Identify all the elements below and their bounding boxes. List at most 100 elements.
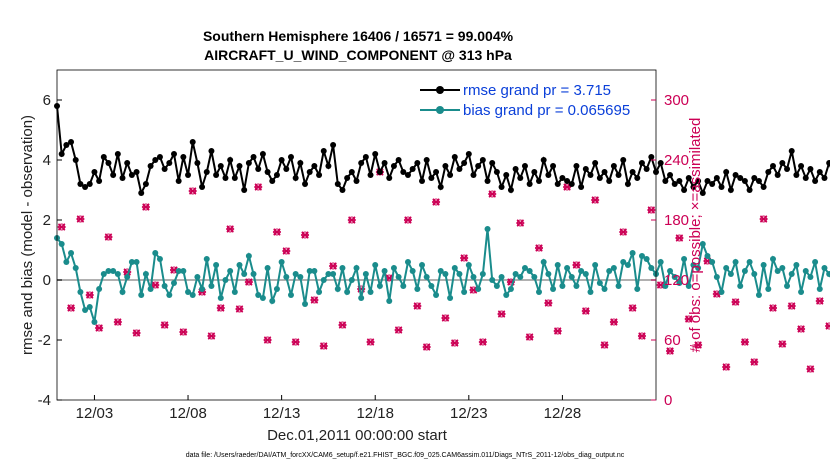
rmse-point — [727, 187, 734, 193]
obs-assimilated-marker — [179, 328, 188, 336]
rmse-point — [250, 154, 257, 160]
obs-assimilated-marker — [731, 298, 740, 306]
rmse-point — [667, 172, 674, 178]
bias-point — [479, 271, 486, 277]
rmse-point — [489, 160, 496, 166]
rmse-point — [404, 172, 411, 178]
bias-point — [610, 265, 617, 271]
bias-point — [133, 259, 140, 265]
x-tick-label: 12/18 — [356, 405, 394, 422]
rmse-point — [461, 160, 468, 166]
obs-assimilated-marker — [759, 215, 768, 223]
bias-point — [68, 250, 75, 256]
rmse-point — [681, 187, 688, 193]
bias-point — [802, 268, 809, 274]
bias-point — [732, 259, 739, 265]
y-right-tick-label: 300 — [664, 92, 689, 109]
rmse-point — [423, 157, 430, 163]
obs-assimilated-marker — [488, 190, 497, 198]
bias-point — [287, 292, 294, 298]
rmse-point — [105, 160, 112, 166]
rmse-point — [479, 157, 486, 163]
rmse-point — [96, 178, 103, 184]
rmse-point — [465, 151, 472, 157]
y-tick-label: -2 — [38, 332, 51, 349]
bias-point — [807, 274, 814, 280]
rmse-point — [629, 169, 636, 175]
rmse-point — [316, 172, 323, 178]
rmse-point — [119, 175, 126, 181]
y-tick-label: -4 — [38, 392, 51, 409]
bias-point — [362, 271, 369, 277]
rmse-point — [769, 163, 776, 169]
bias-point — [531, 274, 538, 280]
plot-area — [57, 70, 656, 400]
bias-point — [536, 289, 543, 295]
bias-point — [63, 259, 70, 265]
rmse-point — [133, 169, 140, 175]
obs-assimilated-marker — [750, 358, 759, 366]
rmse-point — [100, 154, 107, 160]
obs-assimilated-marker — [600, 341, 609, 349]
obs-assimilated-marker — [235, 305, 244, 313]
bias-point — [250, 271, 257, 277]
bias-point — [311, 268, 318, 274]
rmse-point — [185, 172, 192, 178]
rmse-point — [287, 154, 294, 160]
bias-point — [325, 271, 332, 277]
rmse-point — [709, 181, 716, 187]
bias-point — [302, 301, 309, 307]
legend-bias-label: bias grand pr = 0.065695 — [463, 102, 630, 119]
rmse-point — [152, 157, 159, 163]
obs-assimilated-marker — [740, 338, 749, 346]
obs-assimilated-marker — [768, 304, 777, 312]
rmse-point — [320, 148, 327, 154]
bias-point — [821, 265, 828, 271]
bias-point — [634, 286, 641, 292]
bias-point — [199, 286, 206, 292]
rmse-point — [189, 139, 196, 145]
bias-point — [704, 253, 711, 259]
bias-point — [685, 283, 692, 289]
bias-series — [54, 226, 830, 325]
rmse-point — [737, 175, 744, 181]
obs-assimilated-marker — [160, 321, 169, 329]
rmse-point — [381, 160, 388, 166]
rmse-point — [582, 166, 589, 172]
rmse-point — [624, 181, 631, 187]
obs-assimilated-marker — [272, 228, 281, 236]
rmse-point — [741, 178, 748, 184]
y-tick-label: 4 — [43, 152, 51, 169]
obs-assimilated-marker — [525, 333, 534, 341]
rmse-point — [638, 160, 645, 166]
rmse-point — [746, 187, 753, 193]
bias-point — [564, 265, 571, 271]
bias-point — [77, 289, 84, 295]
rmse-point — [784, 166, 791, 172]
rmse-point — [620, 157, 627, 163]
obs-assimilated-marker — [282, 247, 291, 255]
bias-point — [437, 268, 444, 274]
rmse-point — [311, 163, 318, 169]
bias-point — [119, 289, 126, 295]
bias-point — [596, 280, 603, 286]
bias-point — [376, 283, 383, 289]
bias-point — [638, 253, 645, 259]
rmse-point — [292, 175, 299, 181]
obs-assimilated-marker — [806, 365, 815, 373]
rmse-point — [456, 166, 463, 172]
y-axis-label-right: # of obs: o=possible; ×=assimilated — [687, 118, 704, 353]
rmse-point — [676, 178, 683, 184]
bias-point — [194, 274, 201, 280]
bias-point — [259, 295, 266, 301]
rmse-point — [222, 175, 229, 181]
bias-point — [517, 274, 524, 280]
bias-point — [161, 283, 168, 289]
obs-assimilated-marker — [366, 338, 375, 346]
rmse-point — [447, 172, 454, 178]
rmse-point — [372, 151, 379, 157]
rmse-point — [110, 172, 117, 178]
bias-point — [746, 259, 753, 265]
bias-point — [344, 289, 351, 295]
rmse-point — [419, 178, 426, 184]
